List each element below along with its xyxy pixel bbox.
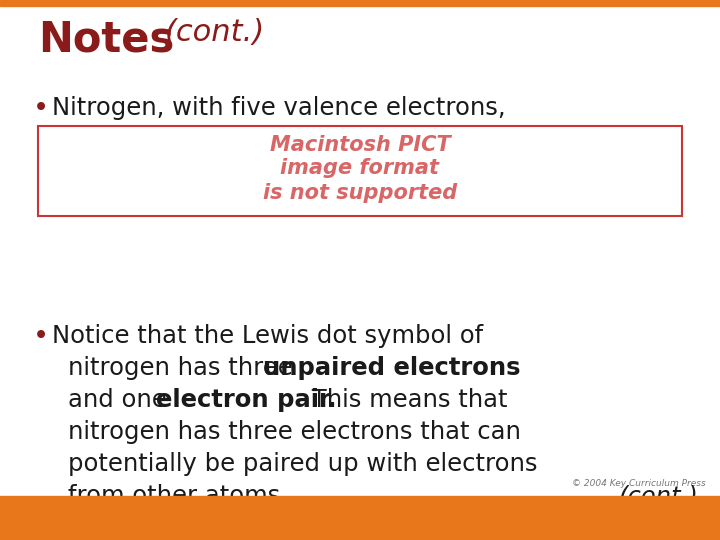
Text: © 2004 Key Curriculum Press: © 2004 Key Curriculum Press (572, 479, 706, 488)
Text: Unit 2 • Investigation II: Unit 2 • Investigation II (430, 511, 575, 524)
Text: ★: ★ (28, 508, 48, 528)
Text: ◄: ◄ (653, 511, 663, 525)
Text: (cont.): (cont.) (165, 18, 265, 48)
Text: (cont.): (cont.) (618, 484, 698, 509)
Bar (0, 496, 720, 540)
Text: Notice that the Lewis dot symbol of: Notice that the Lewis dot symbol of (52, 325, 483, 348)
Text: nitrogen has three: nitrogen has three (68, 356, 300, 381)
Text: Macintosh PICT: Macintosh PICT (269, 136, 451, 156)
Text: Notes: Notes (38, 18, 174, 60)
Text: would be drawn as follows:: would be drawn as follows: (68, 126, 397, 151)
Text: image format: image format (281, 158, 439, 179)
Bar (0, 0, 720, 6)
Bar (38, 126, 682, 217)
Text: from other atoms.: from other atoms. (68, 484, 288, 509)
Text: unpaired electrons: unpaired electrons (263, 356, 521, 381)
Text: •: • (33, 325, 49, 350)
Text: •: • (33, 97, 49, 123)
Text: nitrogen has three electrons that can: nitrogen has three electrons that can (68, 421, 521, 444)
Text: LIVING BY CHEMISTRY: LIVING BY CHEMISTRY (95, 513, 208, 523)
Text: ▮◄: ▮◄ (619, 511, 637, 525)
Text: and one: and one (68, 388, 174, 413)
Text: electron pair.: electron pair. (156, 388, 337, 413)
Text: is not supported: is not supported (263, 184, 457, 204)
Text: This means that: This means that (304, 388, 508, 413)
Text: Nitrogen, with five valence electrons,: Nitrogen, with five valence electrons, (52, 97, 505, 120)
Text: ►: ► (685, 511, 696, 525)
Text: potentially be paired up with electrons: potentially be paired up with electrons (68, 453, 538, 476)
